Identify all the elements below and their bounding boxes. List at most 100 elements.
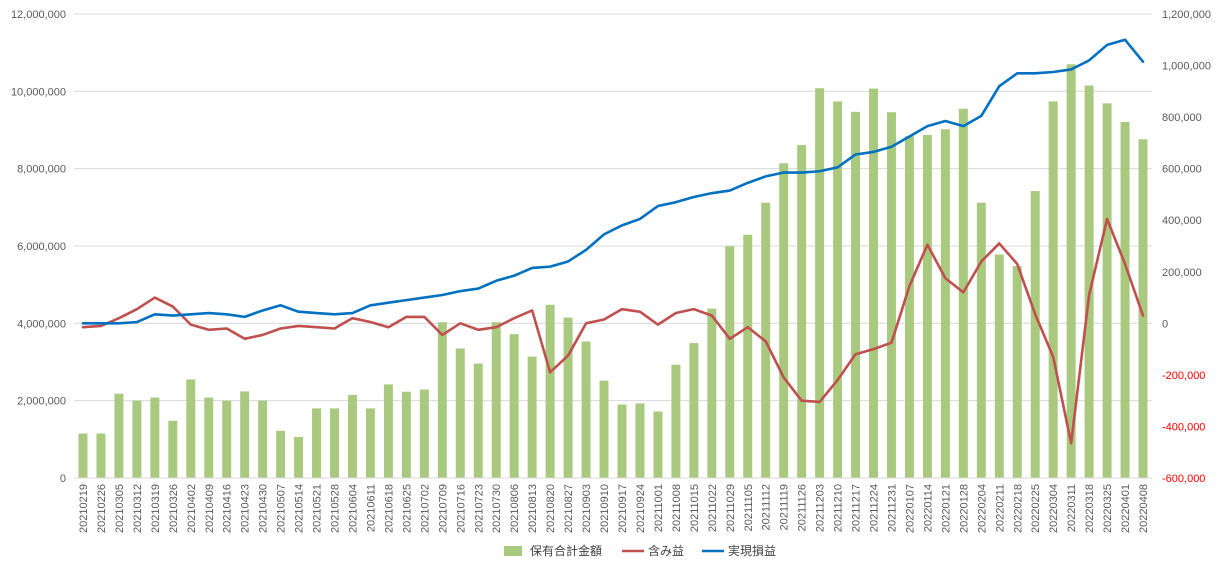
- bar: [869, 88, 879, 479]
- bar: [599, 380, 609, 478]
- bar: [1048, 101, 1058, 479]
- bar: [96, 433, 106, 478]
- x-tick-label: 20210305: [114, 484, 126, 533]
- bar: [437, 322, 447, 478]
- x-tick-label: 20211001: [653, 484, 665, 532]
- x-tick-label: 20210514: [294, 484, 306, 533]
- x-tick-label: 20210730: [491, 484, 503, 533]
- bar: [294, 437, 304, 478]
- x-tick-label: 20220318: [1084, 484, 1096, 533]
- bar: [1120, 121, 1130, 478]
- x-tick-label: 20210806: [509, 484, 521, 533]
- x-tick-label: 20211210: [833, 484, 845, 532]
- x-tick-label: 20211217: [851, 484, 863, 532]
- bar: [132, 400, 142, 478]
- bar: [1030, 191, 1040, 479]
- y-tick-label: 0: [60, 473, 66, 485]
- bar: [186, 379, 196, 478]
- x-tick-label: 20210226: [96, 484, 108, 533]
- y2-tick-label: 800,000: [1162, 112, 1202, 124]
- x-tick-label: 20220211: [994, 484, 1006, 532]
- x-tick-label: 20220225: [1030, 484, 1042, 533]
- gridlines: [74, 13, 1152, 479]
- bar: [779, 163, 789, 478]
- y2-tick-label: 400,000: [1162, 215, 1202, 227]
- bar: [527, 356, 537, 478]
- x-tick-label: 20210903: [581, 484, 593, 533]
- bar-series: [78, 64, 1148, 479]
- bar: [976, 202, 986, 478]
- bar: [725, 246, 735, 478]
- bar: [312, 408, 322, 478]
- x-tick-label: 20210326: [168, 484, 180, 533]
- y-tick-label: 12,000,000: [11, 9, 66, 21]
- bar: [1138, 139, 1148, 478]
- bar: [258, 400, 268, 478]
- legend-label: 含み益: [648, 543, 684, 558]
- bar: [707, 308, 717, 478]
- bar: [581, 341, 591, 478]
- bar: [617, 404, 627, 478]
- x-tick-label: 20220114: [922, 484, 934, 532]
- bar: [635, 403, 645, 478]
- bar: [1084, 85, 1094, 479]
- x-tick-label: 20211224: [869, 484, 881, 532]
- x-tick-label: 20211203: [815, 484, 827, 532]
- y2-tick-label: 1,000,000: [1162, 61, 1211, 73]
- y-tick-label: 2,000,000: [17, 396, 66, 408]
- bar: [455, 348, 465, 478]
- x-tick-label: 20210702: [419, 484, 431, 533]
- legend: 保有合計金額 含み益 実現損益: [504, 543, 776, 558]
- x-tick-label: 20210319: [150, 484, 162, 533]
- x-tick-label: 20210618: [383, 484, 395, 533]
- legend-label: 実現損益: [728, 543, 776, 558]
- y-tick-label: 10,000,000: [11, 86, 66, 98]
- bar: [401, 391, 411, 478]
- y-tick-label: 8,000,000: [17, 164, 66, 176]
- bar: [114, 393, 124, 478]
- bar: [222, 400, 232, 478]
- x-tick-label: 20210716: [455, 484, 467, 533]
- x-tick-label: 20210611: [365, 484, 377, 532]
- bar: [815, 88, 825, 479]
- x-tick-label: 20220304: [1048, 484, 1060, 533]
- x-tick-label: 20210709: [437, 484, 449, 533]
- x-tick-label: 20210827: [563, 484, 575, 533]
- x-tick-label: 20220218: [1012, 484, 1024, 533]
- bar: [330, 408, 340, 478]
- x-tick-label: 20211126: [797, 484, 809, 531]
- x-tick-label: 20220408: [1138, 484, 1150, 533]
- x-tick-label: 20220107: [904, 484, 916, 533]
- bar: [419, 389, 429, 478]
- x-tick-label: 20211015: [689, 484, 701, 532]
- y2-tick-label: -600,000: [1162, 473, 1205, 485]
- x-tick-label: 20220121: [940, 484, 952, 533]
- x-tick-label: 20210423: [240, 484, 252, 533]
- bar: [150, 397, 160, 478]
- x-tick-label: 20210409: [204, 484, 216, 533]
- bar: [383, 384, 393, 478]
- x-tick-label: 20211029: [725, 484, 737, 532]
- y2-tick-label: 600,000: [1162, 164, 1202, 176]
- bar: [922, 135, 932, 478]
- bar: [689, 343, 699, 478]
- x-tick-label: 20220401: [1120, 484, 1132, 533]
- x-tick-label: 20210521: [312, 484, 324, 533]
- y-tick-label: 4,000,000: [17, 318, 66, 330]
- x-tick-label: 20210507: [276, 484, 288, 533]
- x-tick-label: 20210820: [545, 484, 557, 533]
- bar: [1066, 64, 1076, 479]
- x-tick-label: 20210723: [473, 484, 485, 533]
- bar: [563, 317, 573, 478]
- bar: [886, 112, 896, 479]
- bar: [940, 129, 950, 478]
- bar: [473, 363, 483, 478]
- bar: [797, 145, 807, 478]
- x-tick-label: 20220128: [958, 484, 970, 533]
- x-tick-label: 20211105: [743, 484, 755, 531]
- bar: [904, 136, 914, 479]
- bar: [509, 334, 519, 478]
- x-tick-label: 20210625: [401, 484, 413, 533]
- bar: [671, 364, 681, 478]
